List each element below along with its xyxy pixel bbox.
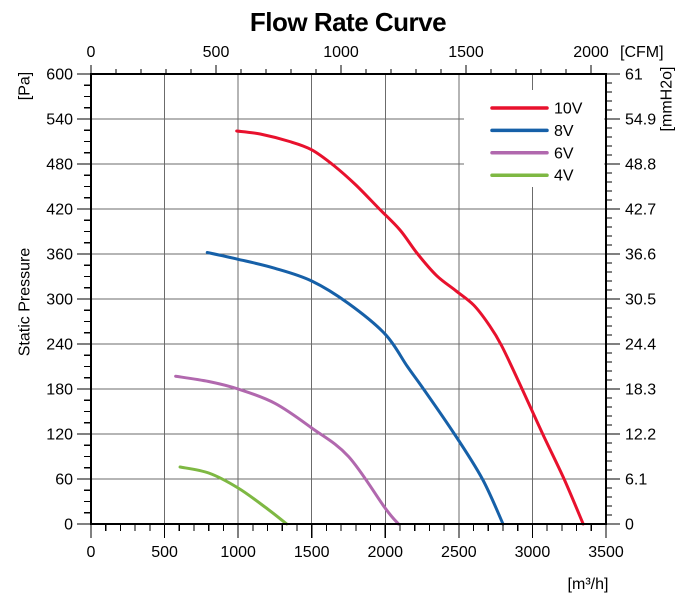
y-left-tick-label: 540 xyxy=(46,112,73,129)
y-right-tick-label: 0 xyxy=(625,517,634,534)
y-left-tick-label: 120 xyxy=(46,427,73,444)
y-left-tick-label: 480 xyxy=(46,157,73,174)
y-right-tick-label: 6.1 xyxy=(625,472,647,489)
legend-label-8v: 8V xyxy=(554,123,574,140)
legend-background xyxy=(464,90,604,187)
x-top-tick-label: 1500 xyxy=(448,44,484,61)
y-axis-right-unit-label: [mmH2o] xyxy=(659,67,676,132)
curves-layer xyxy=(174,129,585,526)
y-left-tick-label: 180 xyxy=(46,382,73,399)
x-bottom-tick-label: 0 xyxy=(87,544,96,561)
x-bottom-tick-label: 3000 xyxy=(515,544,551,561)
y-right-tick-label: 18.3 xyxy=(625,382,656,399)
y-right-tick-label: 61 xyxy=(625,67,643,84)
x-top-tick-label: 0 xyxy=(87,44,96,61)
x-bottom-tick-label: 2500 xyxy=(441,544,477,561)
x-bottom-tick-label: 3500 xyxy=(588,544,624,561)
y-right-tick-label: 48.8 xyxy=(625,157,656,174)
curve-4v xyxy=(178,465,289,526)
y-left-tick-label: 0 xyxy=(64,517,73,534)
y-right-tick-label: 24.4 xyxy=(625,337,656,354)
x-bottom-tick-label: 1500 xyxy=(294,544,330,561)
y-left-tick-label: 600 xyxy=(46,67,73,84)
y-left-tick-label: 240 xyxy=(46,337,73,354)
legend: 10V 8V 6V 4V xyxy=(490,101,583,185)
legend-label-10v: 10V xyxy=(554,101,583,118)
curve-6v xyxy=(174,374,400,526)
y-left-tick-label: 360 xyxy=(46,247,73,264)
legend-label-6v: 6V xyxy=(554,145,574,162)
x-top-tick-label: 1000 xyxy=(323,44,359,61)
x-bottom-tick-label: 1000 xyxy=(220,544,256,561)
y-right-tick-label: 54.9 xyxy=(625,112,656,129)
y-left-tick-label: 60 xyxy=(55,472,73,489)
curve-8v xyxy=(205,251,505,526)
y-right-tick-label: 36.6 xyxy=(625,247,656,264)
tick-marks-layer xyxy=(77,65,620,538)
x-axis-bottom-unit-label: [m³/h] xyxy=(568,576,609,593)
x-axis-top-unit-label: [CFM] xyxy=(620,44,664,61)
x-bottom-tick-label: 500 xyxy=(151,544,178,561)
y-left-tick-label: 420 xyxy=(46,202,73,219)
x-bottom-tick-label: 2000 xyxy=(367,544,403,561)
y-right-tick-label: 42.7 xyxy=(625,202,656,219)
y-axis-left-unit-label: [Pa] xyxy=(17,72,34,100)
chart-title: Flow Rate Curve xyxy=(250,7,446,37)
legend-label-4v: 4V xyxy=(554,168,574,185)
curve-10v xyxy=(235,129,585,526)
x-top-tick-label: 2000 xyxy=(573,44,609,61)
y-right-tick-label: 30.5 xyxy=(625,292,656,309)
y-right-tick-label: 12.2 xyxy=(625,427,656,444)
y-axis-left-title: Static Pressure xyxy=(17,248,34,357)
x-top-tick-label: 500 xyxy=(203,44,230,61)
y-left-tick-label: 300 xyxy=(46,292,73,309)
